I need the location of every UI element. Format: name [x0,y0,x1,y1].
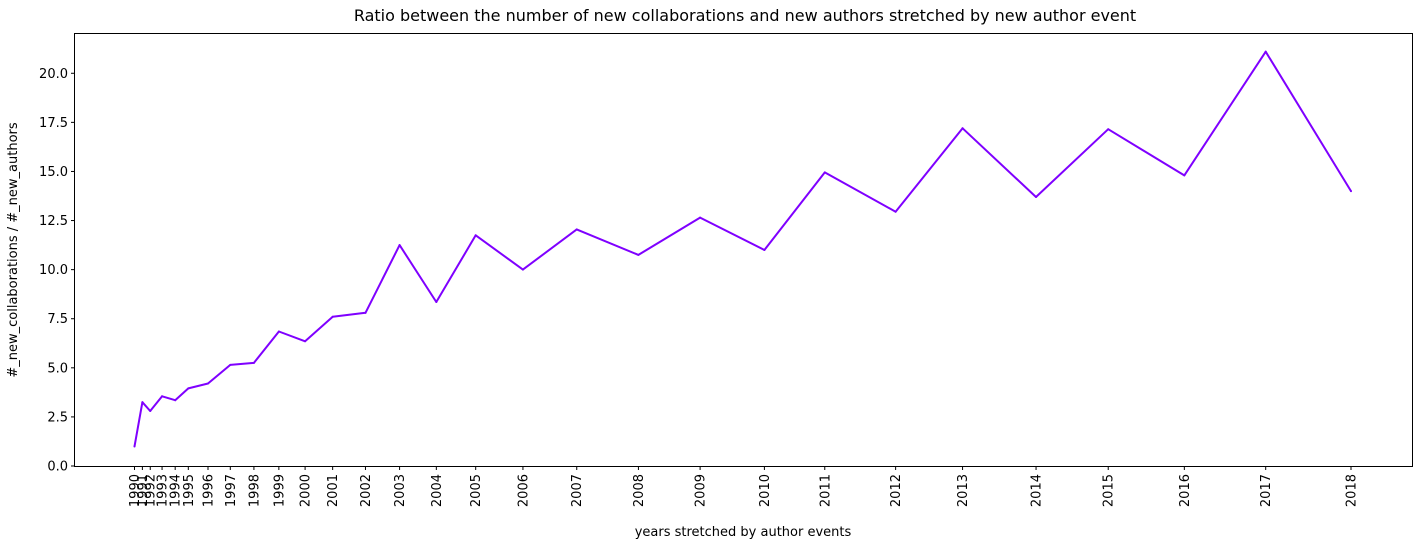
x-tick-label: 1990 [128,474,143,507]
y-tick-label: 15.0 [39,165,68,180]
x-tick-label: 2016 [1178,474,1193,507]
y-tick-label: 12.5 [39,214,68,229]
x-tick-label: 2004 [430,474,445,507]
x-tick-label: 2015 [1102,474,1117,507]
data-point [699,216,702,219]
x-tick-label: 2006 [516,474,531,507]
x-tick-label: 2002 [359,474,374,507]
data-point [1107,128,1110,131]
y-axis-label: #_new_collaborations / #_new_authors [6,122,21,377]
data-point [187,387,190,390]
data-point [961,127,964,130]
data-point [1350,190,1352,193]
y-axis: 0.0 2.5 5.0 7.5 10.0 12.5 15.0 17.5 20.0 [39,67,75,475]
x-tick-label: 2017 [1259,474,1274,507]
data-point [1183,174,1186,177]
data-point [229,363,232,366]
x-tick-label: 1996 [201,474,216,507]
data-point [637,253,640,256]
data-point [575,228,578,231]
y-tick-label: 20.0 [39,67,68,82]
x-tick-label: 1999 [272,474,287,507]
x-tick-label: 2007 [570,474,585,507]
data-point [1035,195,1038,198]
x-tick-label: 2014 [1030,474,1045,507]
series-group [133,50,1352,448]
data-point [206,382,209,385]
data-point [474,234,477,237]
data-point [149,410,152,413]
data-point [133,445,136,448]
x-tick-label: 1993 [156,474,171,507]
data-point [521,268,524,271]
data-point [331,315,334,318]
y-tick-label: 17.5 [39,116,68,131]
x-tick-label: 2003 [393,474,408,507]
x-tick-label: 2009 [694,474,709,507]
x-tick-label: 2000 [299,474,314,507]
x-axis-label: years stretched by author events [635,525,852,540]
x-tick-label: 1997 [224,474,239,507]
data-point [763,249,766,251]
chart-title: Ratio between the number of new collabor… [354,6,1136,25]
y-tick-label: 10.0 [39,263,68,278]
data-point [277,330,280,333]
data-point [894,210,897,213]
y-tick-label: 5.0 [47,361,68,376]
plot-area-frame [74,33,1413,467]
y-tick-label: 0.0 [47,460,68,475]
data-point [364,311,367,314]
data-point [252,361,255,364]
x-tick-label: 2001 [326,474,341,507]
series-line [133,50,1352,448]
y-tick-label: 7.5 [47,312,68,327]
x-tick-label: 1995 [182,474,197,507]
data-point [304,340,307,343]
x-tick-label: 1998 [247,474,262,507]
x-tick-label: 1992 [144,474,159,507]
x-tick-label: 2018 [1345,474,1360,507]
data-point [823,171,826,174]
x-tick-label: 2005 [469,474,484,507]
x-tick-label: 2010 [758,474,773,507]
x-tick-label: 1994 [169,474,184,507]
x-tick-label: 2008 [632,474,647,507]
data-point [398,244,401,247]
y-tick-label: 2.5 [47,410,68,425]
data-point [141,401,144,404]
data-point [1264,50,1267,53]
data-point [435,301,438,304]
x-tick-label: 2013 [956,474,971,507]
x-tick-label: 2011 [818,474,833,507]
x-tick-label: 2012 [889,474,904,507]
data-point [174,399,177,402]
data-point [161,395,164,398]
x-tick-label: 1991 [136,474,151,507]
